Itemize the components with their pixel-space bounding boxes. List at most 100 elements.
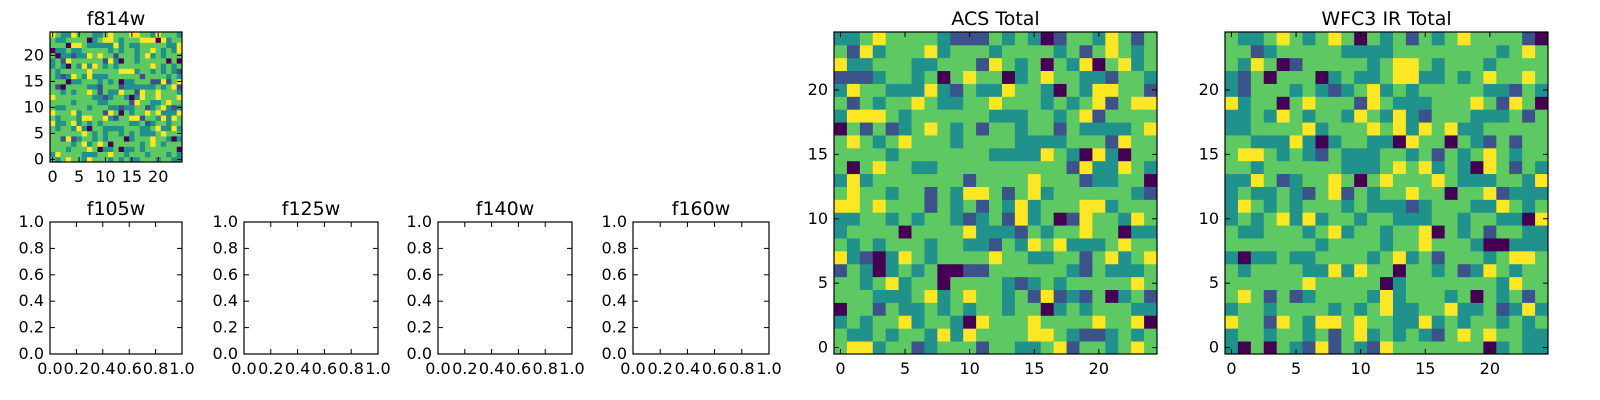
heatmap-cell <box>160 104 167 111</box>
heatmap-cell <box>1250 315 1265 329</box>
axes-frame <box>49 221 183 355</box>
heatmap-cell <box>976 160 990 175</box>
heatmap-cell <box>1418 186 1433 200</box>
heatmap-cell <box>1250 160 1265 175</box>
heatmap-cell <box>1431 276 1446 290</box>
heatmap-cell <box>60 47 67 54</box>
heatmap-cell <box>1354 250 1368 265</box>
heatmap-cell <box>1522 135 1536 149</box>
heatmap-cell <box>76 130 83 137</box>
heatmap-cell <box>129 141 135 147</box>
heatmap-cell <box>846 147 861 162</box>
heatmap-cell <box>1380 315 1394 329</box>
heatmap-cell <box>1509 57 1523 72</box>
heatmap-cell <box>1483 44 1497 59</box>
heatmap-cell <box>846 122 861 136</box>
heatmap-cell <box>846 315 861 329</box>
heatmap-cell <box>81 130 88 137</box>
heatmap-cell <box>55 104 61 111</box>
heatmap-cell <box>963 160 977 175</box>
heatmap-cell <box>885 276 899 290</box>
y-tick-label: 1.0 <box>602 212 627 231</box>
heatmap-cell <box>81 136 88 142</box>
heatmap-cell <box>1535 173 1549 187</box>
y-tick-label: 0.8 <box>407 238 432 257</box>
heatmap-cell <box>1341 173 1355 187</box>
heatmap-cell <box>113 84 120 90</box>
heatmap-cell <box>81 120 88 126</box>
heatmap-cell <box>139 141 146 147</box>
heatmap-cell <box>113 99 120 106</box>
heatmap-cell <box>55 136 61 142</box>
heatmap-cell <box>123 47 130 54</box>
heatmap-cell <box>872 57 887 72</box>
heatmap-cell <box>1066 328 1080 342</box>
heatmap-cell <box>71 37 77 43</box>
heatmap-cell <box>1354 328 1368 342</box>
heatmap-cell <box>1276 315 1290 329</box>
heatmap-cell <box>1470 32 1484 46</box>
heatmap-cell <box>1105 109 1119 123</box>
heatmap-cell <box>1027 83 1042 97</box>
heatmap-cell <box>1092 341 1106 355</box>
heatmap-cell <box>81 78 88 85</box>
heatmap-cell <box>86 73 93 80</box>
x-tick-label: 0 <box>835 359 845 378</box>
heatmap-cell <box>1302 250 1316 265</box>
heatmap-cell <box>1289 135 1303 149</box>
heatmap-cell <box>872 302 887 316</box>
heatmap-cell <box>97 110 104 116</box>
heatmap-cell <box>145 146 151 152</box>
heatmap-cell <box>92 78 98 85</box>
heatmap-cell <box>155 47 162 54</box>
heatmap-cell <box>113 52 120 59</box>
heatmap-cell <box>911 315 925 329</box>
heatmap-cell <box>108 136 114 142</box>
heatmap-cell <box>834 186 848 200</box>
heatmap-cell <box>1509 289 1523 303</box>
heatmap-cell <box>846 238 861 252</box>
heatmap-cell <box>1289 122 1303 136</box>
heatmap-cell <box>1250 212 1265 226</box>
heatmap-cell <box>1302 122 1316 136</box>
heatmap-cell <box>1001 276 1016 290</box>
heatmap-cell <box>1001 238 1016 252</box>
heatmap-cell <box>1105 212 1119 226</box>
heatmap-cell <box>1144 109 1158 123</box>
heatmap-cell <box>1131 96 1145 110</box>
heatmap-cell <box>1405 238 1420 252</box>
heatmap-cell <box>108 104 114 111</box>
heatmap-cell <box>1027 147 1042 162</box>
heatmap-cell <box>1066 173 1080 187</box>
heatmap-cell <box>1509 160 1523 175</box>
heatmap-cell <box>81 68 88 74</box>
heatmap-cell <box>166 42 172 48</box>
heatmap-cell <box>171 125 178 132</box>
heatmap-cell <box>1131 122 1145 136</box>
heatmap-cell <box>950 32 964 46</box>
heatmap-cell <box>1225 57 1239 72</box>
heatmap-cell <box>150 136 156 142</box>
heatmap-cell <box>97 151 104 158</box>
heatmap-cell <box>834 83 848 97</box>
heatmap-cell <box>1535 57 1549 72</box>
heatmap-cell <box>1001 199 1016 213</box>
heatmap-cell <box>134 151 141 158</box>
heatmap-cell <box>1237 212 1252 226</box>
heatmap-cell <box>1483 341 1497 355</box>
heatmap-cell <box>1053 328 1067 342</box>
heatmap-cell <box>1066 122 1080 136</box>
heatmap-cell <box>129 99 135 106</box>
heatmap-cell <box>71 94 77 100</box>
heatmap-cell <box>155 115 162 121</box>
heatmap-cell <box>976 250 990 265</box>
heatmap-cell <box>1535 328 1549 342</box>
heatmap-cell <box>1431 160 1446 175</box>
heatmap-cell <box>1367 147 1381 162</box>
heatmap-cell <box>1014 135 1029 149</box>
heatmap-cell <box>171 141 178 147</box>
heatmap-cell <box>1522 160 1536 175</box>
heatmap-cell <box>1522 199 1536 213</box>
axes-frame <box>243 221 379 355</box>
heatmap-cell <box>976 57 990 72</box>
